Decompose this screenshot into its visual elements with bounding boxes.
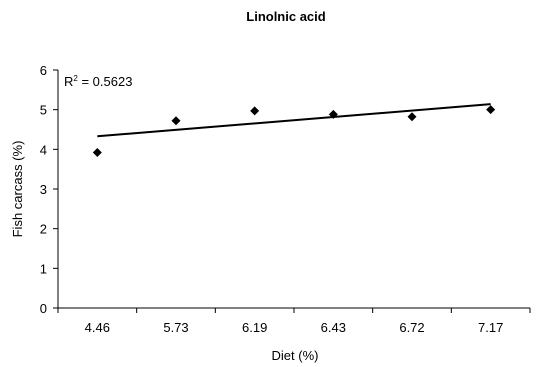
y-tick-label: 5 <box>40 103 47 118</box>
y-tick-label: 4 <box>40 142 47 157</box>
data-point <box>328 109 338 119</box>
r-squared-value: = 0.5623 <box>78 74 133 89</box>
trendline <box>97 103 491 138</box>
data-point <box>250 106 260 116</box>
y-tick-label: 6 <box>40 63 47 78</box>
x-tick-label: 4.46 <box>85 320 110 335</box>
r-squared-annotation: R2 = 0.5623 <box>64 74 132 89</box>
y-tick-label: 0 <box>40 301 47 316</box>
x-tick-label: 6.19 <box>242 320 267 335</box>
y-ticks: 0 1 2 3 4 5 6 <box>40 63 58 316</box>
x-tick-label: 6.43 <box>321 320 346 335</box>
x-axis-label: Diet (%) <box>272 348 319 363</box>
x-tick-label: 5.73 <box>163 320 188 335</box>
x-tick-label: 6.72 <box>399 320 424 335</box>
plot-area: 0 1 2 3 4 5 6 4.46 5.73 6.19 6.43 6.72 7.17 <box>40 63 531 335</box>
y-axis-label: Fish carcass (%) <box>10 141 25 238</box>
r-squared-prefix: R <box>64 74 73 89</box>
y-tick-label: 3 <box>40 182 47 197</box>
data-point <box>171 116 181 126</box>
x-tick-label: 7.17 <box>478 320 503 335</box>
r-squared-superscript: 2 <box>73 74 78 83</box>
y-tick-label: 2 <box>40 222 47 237</box>
x-ticks: 4.46 5.73 6.19 6.43 6.72 7.17 <box>57 308 531 335</box>
data-point <box>486 105 496 115</box>
chart-title: Linolnic acid <box>246 9 326 24</box>
data-point <box>92 148 102 158</box>
data-points <box>92 105 496 158</box>
data-point <box>407 112 417 122</box>
y-tick-label: 1 <box>40 261 47 276</box>
